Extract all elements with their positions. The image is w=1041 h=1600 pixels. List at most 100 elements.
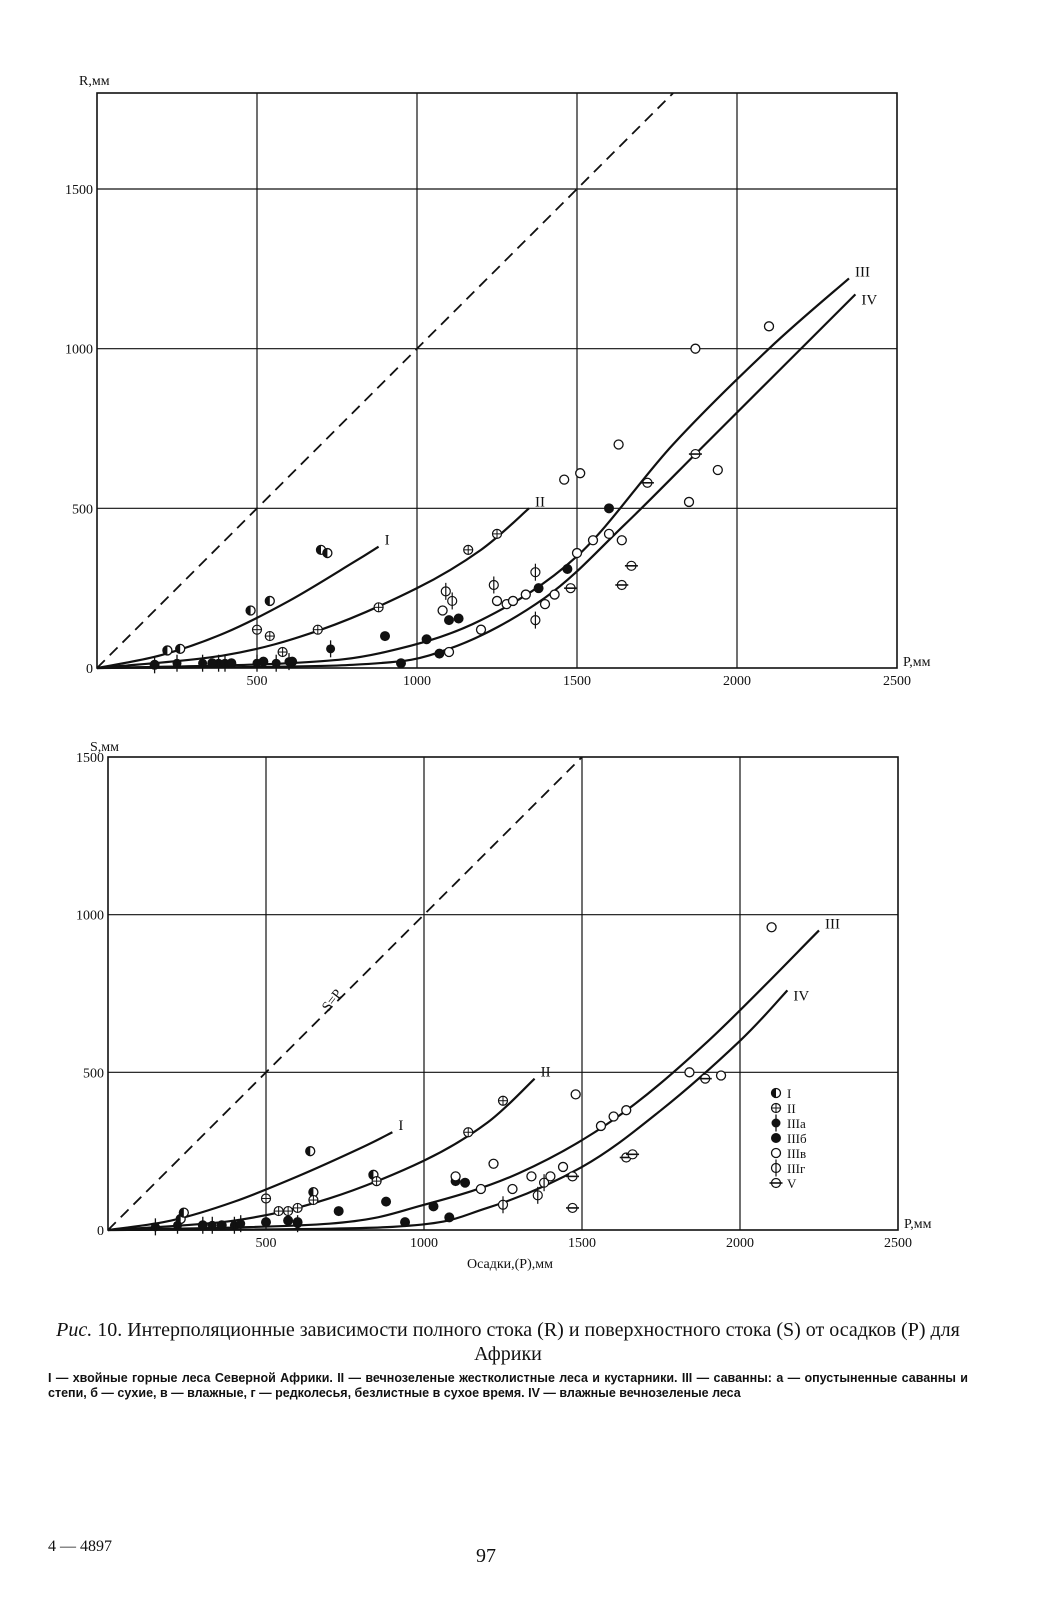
point-filled-circle xyxy=(380,631,390,642)
figure-label: Рис. xyxy=(56,1319,93,1341)
point-half-fill xyxy=(246,606,251,616)
x-tick-label: 1000 xyxy=(403,674,431,689)
point-open-circle xyxy=(684,1067,695,1078)
reference-line-equal xyxy=(96,92,674,669)
x-tick-label: 1000 xyxy=(410,1236,438,1251)
legend-entry: IIIб xyxy=(787,1131,807,1146)
legend-entry: II xyxy=(787,1101,796,1116)
curve-label-IV: IV xyxy=(793,988,809,1004)
point-open-circle xyxy=(488,1158,499,1169)
print-signature: 4 — 4897 xyxy=(48,1538,112,1555)
legend-entry: IIIв xyxy=(787,1146,806,1161)
point-open-circle xyxy=(507,595,519,607)
page-number: 97 xyxy=(476,1545,496,1567)
point-half-fill xyxy=(305,1146,311,1156)
point-open-circle xyxy=(443,646,455,658)
point-open-circle xyxy=(539,598,551,610)
point-open-circle xyxy=(595,1120,607,1132)
point-half-fill xyxy=(771,1088,776,1098)
point-open-circle xyxy=(613,439,624,450)
point-filled-circle xyxy=(771,1133,781,1143)
point-filled-circle xyxy=(533,583,544,594)
x-tick-label: 500 xyxy=(256,1236,277,1251)
point-filled-circle xyxy=(453,613,464,624)
point-half-fill xyxy=(162,645,168,655)
point-filled-circle xyxy=(149,659,160,670)
y-tick-label: 0 xyxy=(86,662,93,677)
curve-label-IV: IV xyxy=(861,292,877,308)
point-half-fill xyxy=(316,545,321,555)
reference-line-equal xyxy=(107,756,583,1231)
y-tick-label: 500 xyxy=(72,502,93,517)
point-half-fill xyxy=(368,1170,374,1180)
point-open-circle xyxy=(545,1171,556,1182)
series-IV xyxy=(564,448,702,594)
x-tick-label: 1500 xyxy=(568,1236,596,1251)
y-tick-label: 1500 xyxy=(76,751,104,766)
curve-IV xyxy=(107,989,789,1232)
series-II xyxy=(251,528,503,658)
series-II xyxy=(260,1095,509,1217)
point-open-circle xyxy=(450,1171,461,1182)
curve-label-I: I xyxy=(385,533,390,549)
curve-label-II: II xyxy=(535,494,545,510)
curve-IV xyxy=(96,293,857,670)
point-open-circle xyxy=(526,1171,537,1182)
chart-total-runoff: 500 1000 1500 2000 2500 0 500 1000 1500 R,мм P,мм I… xyxy=(65,74,931,689)
point-filled-circle xyxy=(444,1212,455,1223)
point-open-circle xyxy=(763,321,775,332)
figure-canvas: 500 1000 1500 2000 2500 0 500 1000 1500 R,мм P,мм I… xyxy=(65,74,932,1272)
curve-I xyxy=(96,545,380,670)
y-tick-label: 500 xyxy=(83,1066,104,1081)
legend-entry: V xyxy=(787,1176,797,1191)
x-axis-label: Осадки,(P),мм xyxy=(467,1257,553,1272)
point-filled-circle xyxy=(226,658,237,669)
point-open-circle xyxy=(557,1161,569,1173)
curve-label-III: III xyxy=(825,916,840,932)
curve-label-I: I xyxy=(398,1118,403,1134)
plot-frame xyxy=(107,756,899,1231)
x-tick-label: 1500 xyxy=(563,674,591,689)
point-open-circle xyxy=(587,535,599,546)
series-IIIв xyxy=(437,321,775,658)
point-open-circle xyxy=(616,535,627,546)
point-open-circle xyxy=(575,468,586,479)
point-open-circle xyxy=(712,464,723,476)
point-open-circle xyxy=(507,1183,518,1195)
point-open-circle xyxy=(770,1147,782,1159)
point-open-circle xyxy=(559,474,570,485)
point-open-circle xyxy=(766,922,777,933)
point-filled-circle xyxy=(421,634,432,645)
plot-frame xyxy=(96,92,898,669)
curve-III xyxy=(107,929,820,1232)
point-filled-circle xyxy=(287,656,298,667)
curve-II xyxy=(96,507,530,670)
y-axis-label: S,мм xyxy=(90,740,119,755)
point-open-circle xyxy=(475,624,487,635)
point-filled-circle xyxy=(400,1217,411,1228)
point-filled-circle xyxy=(258,656,269,667)
point-filled-circle xyxy=(428,1201,439,1212)
series-I xyxy=(162,544,333,656)
point-half-fill xyxy=(265,596,270,606)
point-filled-circle xyxy=(604,503,614,514)
point-open-circle xyxy=(549,589,560,600)
curve-label-II: II xyxy=(541,1065,551,1081)
point-open-circle xyxy=(475,1183,487,1195)
y-tick-label: 1500 xyxy=(65,183,93,198)
legend-entry: I xyxy=(787,1086,791,1101)
chart-surface-runoff: 500 1000 1500 2000 2500050010001500S,ммP,ммО… xyxy=(76,740,932,1272)
point-filled-circle xyxy=(216,1220,227,1231)
point-open-circle xyxy=(715,1070,727,1081)
y-tick-label: 0 xyxy=(97,1224,104,1239)
series-IV xyxy=(566,1073,712,1214)
point-filled-circle xyxy=(381,1196,392,1207)
point-filled-circle xyxy=(460,1177,471,1188)
point-open-circle xyxy=(571,547,583,559)
point-open-circle xyxy=(437,605,448,616)
point-half-fill xyxy=(179,1208,184,1218)
point-open-circle xyxy=(690,343,701,354)
figure-legend-text: I — хвойные горные леса Северной Африки.… xyxy=(48,1371,968,1400)
point-filled-circle xyxy=(434,648,445,659)
point-open-circle xyxy=(491,595,503,607)
